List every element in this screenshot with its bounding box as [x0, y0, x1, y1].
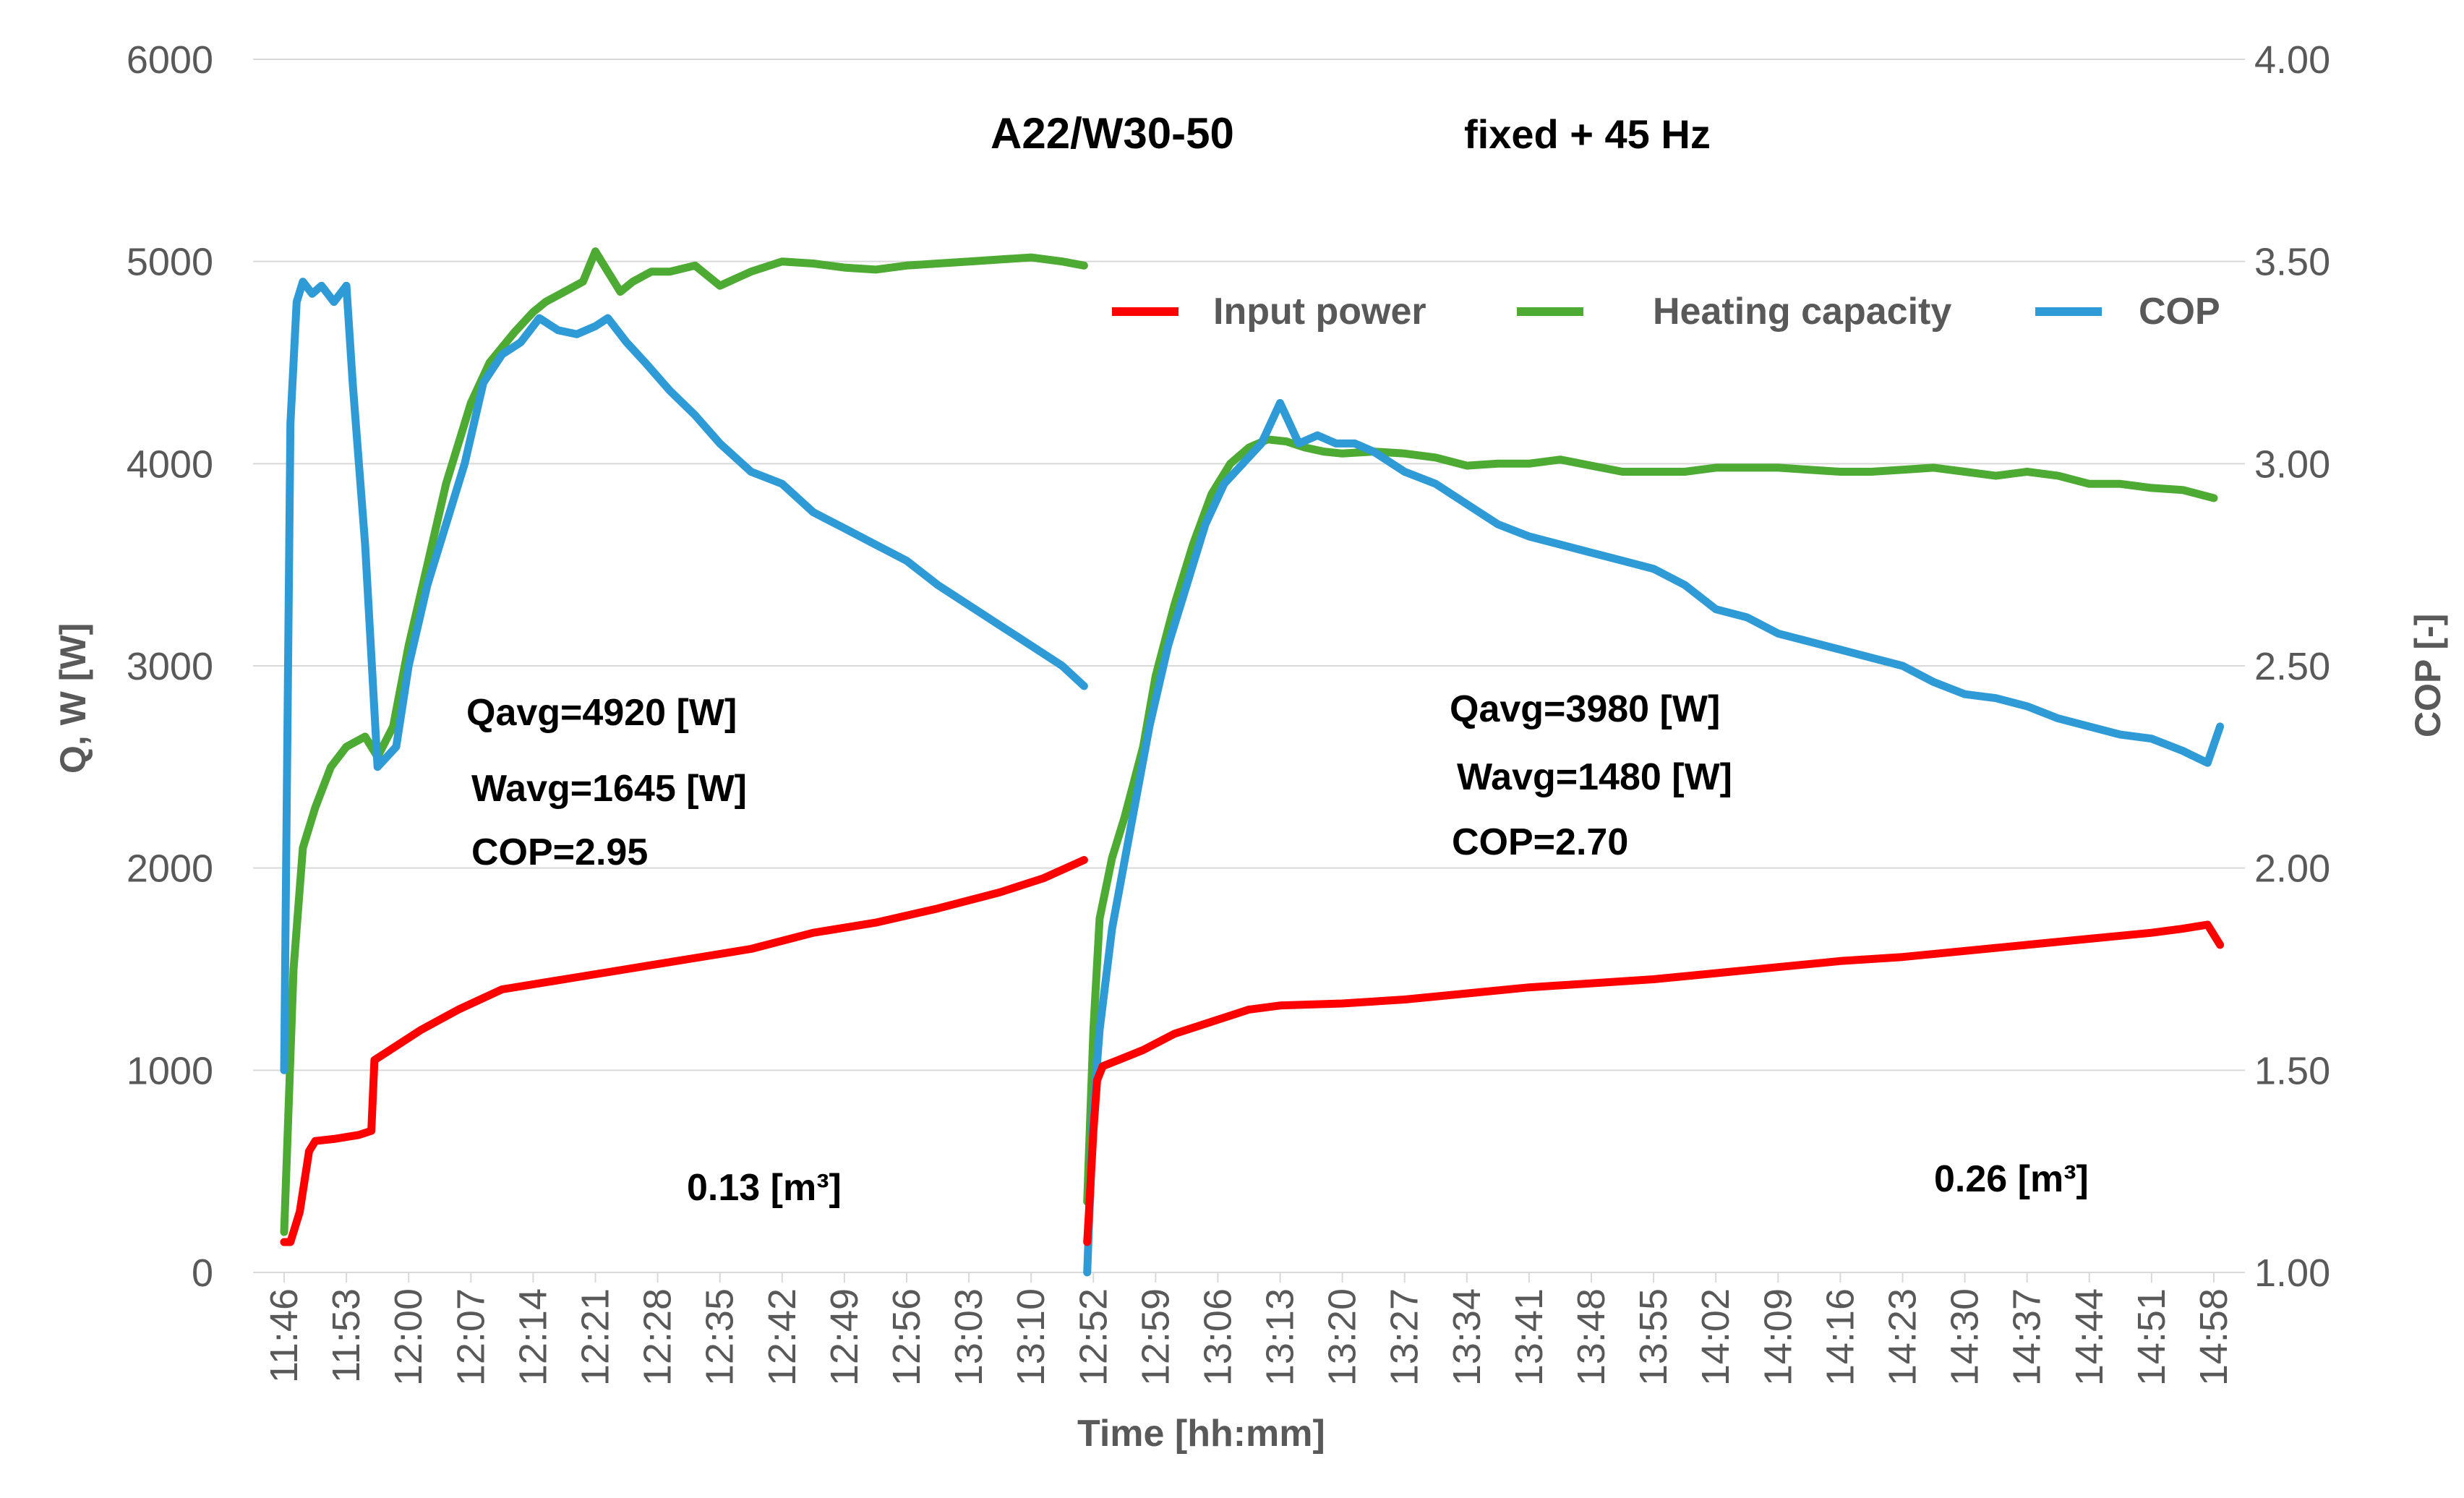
y-axis-right: 1.00 1.50 2.00 2.50 3.00 3.50 4.00: [2254, 38, 2330, 1295]
x-tick-label: 14:58: [2192, 1288, 2236, 1386]
annotation-left-cop: COP=2.95: [471, 831, 648, 873]
x-tick-label: 12:56: [885, 1288, 928, 1386]
x-tick-label: 14:37: [2006, 1288, 2049, 1386]
x-tick-label: 14:30: [1943, 1288, 1987, 1386]
y-tick-label: 3000: [127, 645, 213, 688]
series-line-input-power-1: [280, 856, 1088, 1246]
chart-title: A22/W30-50: [991, 109, 1234, 158]
x-tick-label: 12:42: [761, 1288, 804, 1386]
annotation-right-volume: 0.26 [m³]: [1934, 1158, 2089, 1200]
legend-label-cop: COP: [2139, 291, 2220, 333]
series-line-cop-2: [1083, 398, 2225, 1277]
chart-subtitle: fixed + 45 Hz: [1464, 111, 1711, 157]
x-tick-label: 14:44: [2068, 1288, 2111, 1386]
y2-tick-label: 2.00: [2254, 847, 2330, 891]
x-axis: 11:46 11:53 12:00 12:07 12:14 12:21 12:28 12:35…: [253, 1272, 2245, 1386]
x-tick-label: 14:23: [1881, 1288, 1924, 1386]
x-tick-label: 12:49: [823, 1288, 866, 1386]
annotation-left-qavg: Qavg=4920 [W]: [466, 692, 737, 734]
y-tick-label: 4000: [127, 442, 213, 486]
x-tick-label: 14:09: [1756, 1288, 1800, 1386]
x-tick-label: 13:34: [1445, 1288, 1489, 1386]
annotation-left-wavg: Wavg=1645 [W]: [471, 768, 747, 810]
legend: Input power Heating capacity COP: [1112, 291, 2220, 333]
series-lines: [280, 247, 2225, 1277]
x-axis-label: Time [hh:mm]: [1077, 1413, 1325, 1455]
y-tick-label: 1000: [127, 1049, 213, 1092]
y2-tick-label: 2.50: [2254, 645, 2330, 688]
series-line-heating-capacity-1: [280, 247, 1088, 1236]
y-tick-label: 0: [192, 1251, 213, 1295]
x-tick-label: 13:27: [1383, 1288, 1426, 1386]
y-tick-label: 2000: [127, 847, 213, 891]
x-tick-label: 12:21: [574, 1288, 617, 1386]
y-axis-label: Q, W [W]: [53, 623, 93, 774]
y-tick-label: 6000: [127, 38, 213, 82]
x-tick-label: 12:14: [511, 1288, 555, 1386]
y2-tick-label: 3.50: [2254, 241, 2330, 284]
x-tick-label: 11:53: [325, 1288, 368, 1383]
x-tick-label: 13:55: [1632, 1288, 1675, 1386]
x-tick-label: 12:59: [1134, 1288, 1177, 1386]
x-tick-label: 13:48: [1570, 1288, 1613, 1386]
legend-label-input-power: Input power: [1213, 291, 1426, 333]
y2-tick-label: 1.00: [2254, 1251, 2330, 1295]
x-tick-label: 12:28: [636, 1288, 680, 1386]
x-tick-label: 13:10: [1009, 1288, 1053, 1386]
x-tick-label: 14:16: [1818, 1288, 1862, 1386]
y2-tick-label: 3.00: [2254, 442, 2330, 486]
y-axis-left: 0 1000 2000 3000 4000 5000 6000: [127, 38, 213, 1295]
x-tick-label: 12:00: [387, 1288, 430, 1386]
x-tick-label: 11:46: [262, 1288, 306, 1383]
annotation-right-wavg: Wavg=1480 [W]: [1457, 756, 1732, 798]
y2-axis-label: COP [-]: [2408, 614, 2448, 737]
legend-label-heating-capacity: Heating capacity: [1653, 291, 1951, 333]
annotation-right-cop: COP=2.70: [1452, 821, 1628, 863]
annotation-right-qavg: Qavg=3980 [W]: [1450, 688, 1720, 730]
x-tick-label: 14:02: [1694, 1288, 1737, 1386]
x-tick-label: 12:07: [449, 1288, 492, 1386]
gridlines: [253, 59, 2245, 1273]
x-tick-label: 13:13: [1259, 1288, 1302, 1386]
x-tick-label: 13:20: [1321, 1288, 1364, 1386]
series-line-cop-1: [280, 278, 1088, 1074]
x-tick-label: 13:06: [1196, 1288, 1239, 1386]
x-tick-label: 13:03: [947, 1288, 991, 1386]
x-tick-label: 12:52: [1071, 1288, 1115, 1386]
y2-tick-label: 4.00: [2254, 38, 2330, 82]
series-line-input-power-2: [1083, 920, 2225, 1246]
y-tick-label: 5000: [127, 241, 213, 284]
series-line-heating-capacity-2: [1083, 435, 2218, 1206]
x-tick-label: 12:35: [698, 1288, 742, 1386]
annotation-left-volume: 0.13 [m³]: [687, 1167, 842, 1209]
y2-tick-label: 1.50: [2254, 1049, 2330, 1092]
x-tick-label: 14:51: [2130, 1288, 2173, 1386]
x-tick-label: 13:41: [1507, 1288, 1551, 1386]
